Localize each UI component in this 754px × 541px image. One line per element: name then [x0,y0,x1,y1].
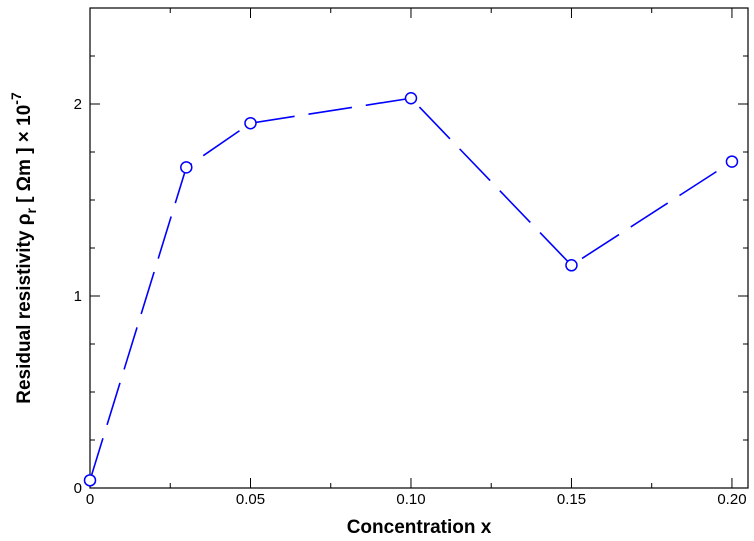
x-tick-label: 0.15 [557,491,586,508]
y-tick-label: 0 [74,480,82,497]
data-point [725,155,739,168]
series-markers [83,91,739,487]
y-tick-label: 1 [74,288,82,305]
y-axis-title-subscript: r [23,208,39,214]
series-lines [89,97,733,481]
data-point [404,91,418,105]
x-tick-label: 0 [86,491,94,508]
x-tick-label: 0.05 [236,491,265,508]
data-point [180,161,193,174]
tick-labels: 0 0.05 0.10 0.15 0.20 0 1 2 [74,96,747,508]
x-tick-label: 0.10 [396,491,425,508]
y-axis-title-main: Residual resistivity ρ [14,213,35,403]
data-point [565,259,578,272]
axis-ticks [89,7,748,489]
data-point [83,474,97,487]
plot-frame [89,7,749,489]
series-line [89,97,733,481]
data-point [244,116,257,130]
y-axis-title: Residual resistivity ρr [ Ωm ] × 10-7 [8,92,39,404]
y-axis-title-exponent: -7 [8,92,24,105]
x-axis-title: Concentration x [347,517,492,538]
y-axis-title-unit: [ Ωm ] × 10 [14,105,35,208]
x-tick-label: 0.20 [717,491,746,508]
y-tick-label: 2 [74,96,82,113]
